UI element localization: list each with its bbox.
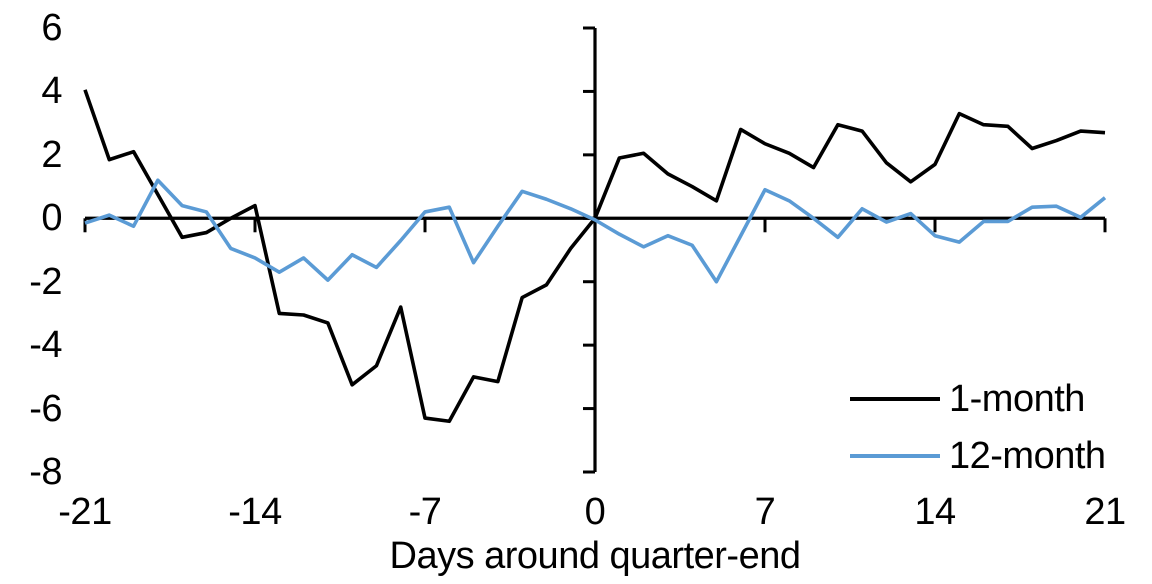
x-axis-title: Days around quarter-end — [389, 535, 801, 577]
legend-item-12-month: 12-month — [850, 434, 1106, 478]
series-line-12-month — [84, 178, 1107, 284]
x-tick-label--7: -7 — [408, 491, 442, 533]
y-tick-label--4: -4 — [29, 324, 62, 367]
x-tick-label--14: -14 — [228, 491, 282, 533]
y-tick-label-4: 4 — [41, 70, 62, 113]
x-tick-label-21: 21 — [1084, 491, 1126, 533]
legend-label-1-month: 1-month — [949, 378, 1085, 420]
x-tick-label-14: 14 — [914, 491, 956, 533]
y-tick-label--8: -8 — [29, 451, 62, 493]
y-tick-label-0: 0 — [41, 197, 62, 240]
y-tick-label--2: -2 — [29, 260, 62, 303]
x-tick-label-0: 0 — [584, 491, 606, 533]
y-tick-label-6: 6 — [41, 7, 62, 49]
x-tick-label--21: -21 — [58, 491, 112, 533]
y-tick-label--6: -6 — [29, 387, 62, 430]
chart-legend: 1-month 12-month — [850, 377, 1106, 478]
legend-item-1-month: 1-month — [850, 377, 1106, 421]
legend-label-12-month: 12-month — [949, 435, 1106, 477]
legend-line-swatch-12-month — [850, 454, 940, 458]
legend-line-swatch-1-month — [850, 397, 940, 401]
x-tick-label-7: 7 — [754, 491, 776, 533]
y-tick-label-2: 2 — [41, 133, 62, 176]
